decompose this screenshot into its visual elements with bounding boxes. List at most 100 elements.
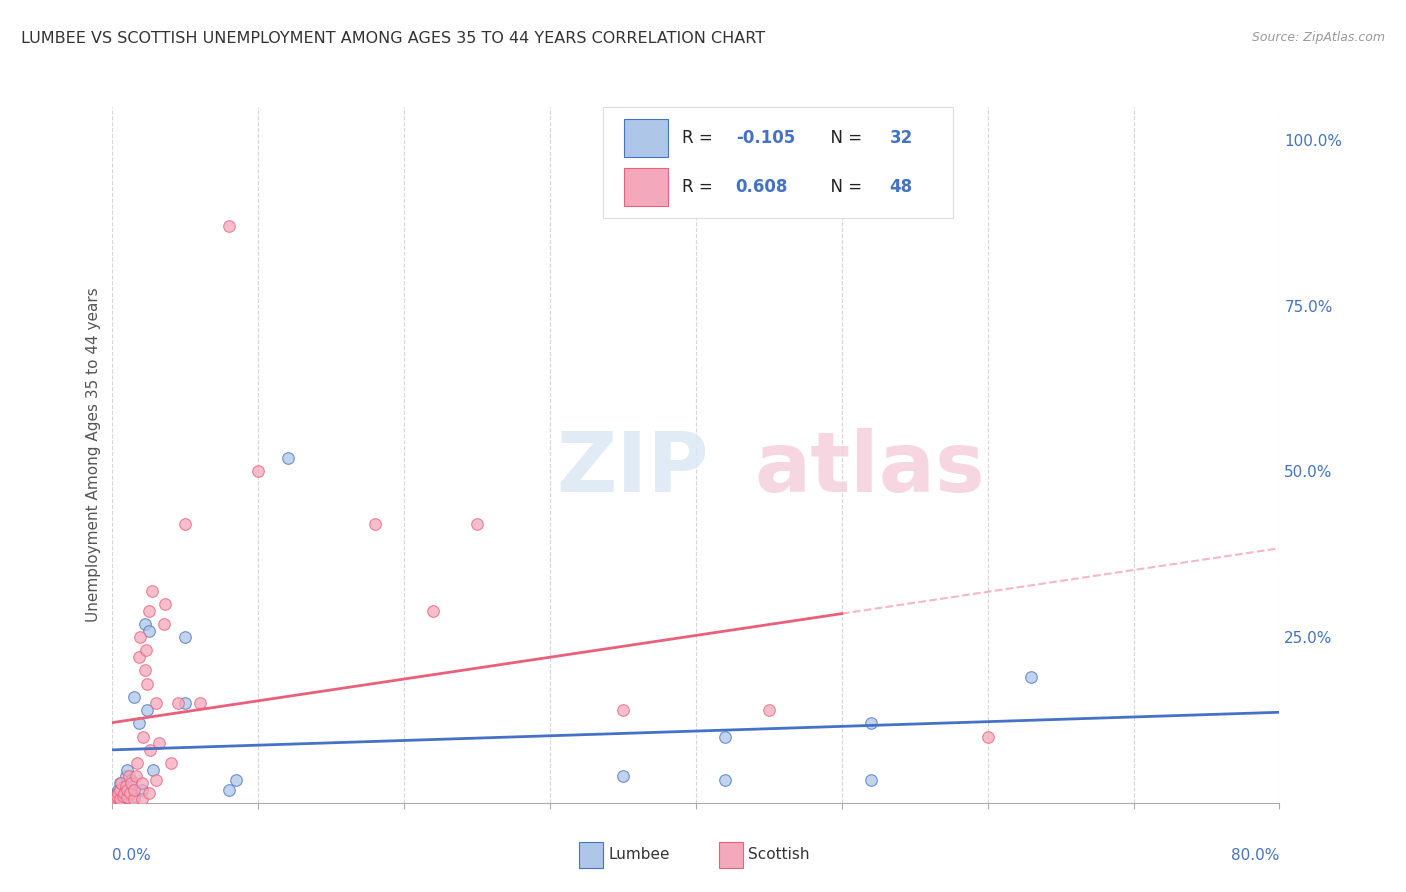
Text: N =: N =: [820, 178, 868, 196]
Point: [103, 792, 125, 806]
Point: [1021, 670, 1043, 684]
Point: [114, 779, 136, 793]
Point: [860, 716, 883, 731]
Point: [124, 789, 146, 804]
Point: [225, 772, 247, 787]
Point: [465, 517, 488, 532]
Point: [218, 782, 240, 797]
Point: [115, 782, 138, 797]
Point: [107, 786, 129, 800]
Point: [141, 583, 163, 598]
Point: [105, 786, 128, 800]
Point: [120, 776, 142, 790]
Point: [612, 703, 634, 717]
Point: [112, 779, 135, 793]
FancyBboxPatch shape: [579, 842, 603, 868]
Point: [104, 789, 127, 804]
Point: [128, 716, 150, 731]
Text: 48: 48: [890, 178, 912, 196]
Point: [111, 789, 134, 804]
Point: [145, 772, 167, 787]
Point: [152, 616, 174, 631]
Point: [188, 697, 211, 711]
Text: 32: 32: [890, 129, 912, 147]
Text: Source: ZipAtlas.com: Source: ZipAtlas.com: [1251, 31, 1385, 45]
Point: [218, 219, 240, 234]
Point: [174, 697, 197, 711]
Point: [103, 792, 125, 806]
Point: [118, 782, 141, 797]
Point: [131, 782, 153, 797]
Point: [129, 630, 152, 644]
Point: [127, 756, 149, 770]
Point: [128, 650, 150, 665]
Point: [124, 690, 146, 704]
Point: [124, 792, 146, 806]
Point: [422, 604, 444, 618]
FancyBboxPatch shape: [603, 107, 953, 219]
Point: [148, 736, 170, 750]
Point: [138, 786, 160, 800]
Point: [108, 792, 131, 806]
FancyBboxPatch shape: [624, 168, 668, 206]
Point: [131, 792, 153, 806]
Point: [136, 676, 159, 690]
Point: [108, 782, 131, 797]
Point: [758, 703, 780, 717]
Point: [115, 786, 138, 800]
Point: [145, 697, 167, 711]
Text: R =: R =: [682, 129, 718, 147]
Point: [612, 769, 634, 783]
Point: [153, 597, 176, 611]
Point: [167, 697, 190, 711]
Point: [132, 730, 155, 744]
Point: [139, 743, 162, 757]
Point: [247, 465, 270, 479]
Point: [138, 604, 160, 618]
Point: [160, 756, 183, 770]
Text: Lumbee: Lumbee: [609, 847, 669, 863]
Text: atlas: atlas: [755, 428, 986, 509]
Point: [134, 616, 156, 631]
Point: [107, 782, 129, 797]
Point: [118, 786, 141, 800]
FancyBboxPatch shape: [624, 120, 668, 158]
Text: 0.608: 0.608: [735, 178, 787, 196]
Text: N =: N =: [820, 129, 868, 147]
Point: [104, 790, 127, 805]
Point: [120, 772, 142, 787]
Text: ZIP: ZIP: [555, 428, 709, 509]
Point: [174, 630, 197, 644]
Point: [174, 517, 197, 532]
Text: LUMBEE VS SCOTTISH UNEMPLOYMENT AMONG AGES 35 TO 44 YEARS CORRELATION CHART: LUMBEE VS SCOTTISH UNEMPLOYMENT AMONG AG…: [21, 31, 765, 46]
Point: [714, 730, 737, 744]
Point: [860, 772, 883, 787]
Text: R =: R =: [682, 178, 718, 196]
Point: [108, 776, 131, 790]
Point: [115, 790, 138, 805]
Text: Scottish: Scottish: [748, 847, 810, 863]
Point: [135, 643, 157, 657]
FancyBboxPatch shape: [720, 842, 742, 868]
Text: 0.0%: 0.0%: [112, 848, 152, 863]
Point: [114, 769, 136, 783]
Point: [124, 782, 146, 797]
Point: [136, 703, 159, 717]
Point: [105, 789, 128, 804]
Point: [276, 451, 298, 466]
Point: [714, 772, 737, 787]
Point: [138, 624, 160, 638]
Text: 80.0%: 80.0%: [1232, 848, 1279, 863]
Point: [111, 789, 134, 804]
Point: [112, 786, 135, 800]
Point: [117, 769, 139, 783]
Point: [110, 776, 132, 790]
Point: [131, 776, 153, 790]
Point: [364, 517, 387, 532]
Point: [134, 663, 156, 677]
Point: [115, 763, 138, 777]
Point: [976, 730, 998, 744]
Text: -0.105: -0.105: [735, 129, 794, 147]
Point: [125, 769, 148, 783]
Y-axis label: Unemployment Among Ages 35 to 44 years: Unemployment Among Ages 35 to 44 years: [86, 287, 101, 623]
